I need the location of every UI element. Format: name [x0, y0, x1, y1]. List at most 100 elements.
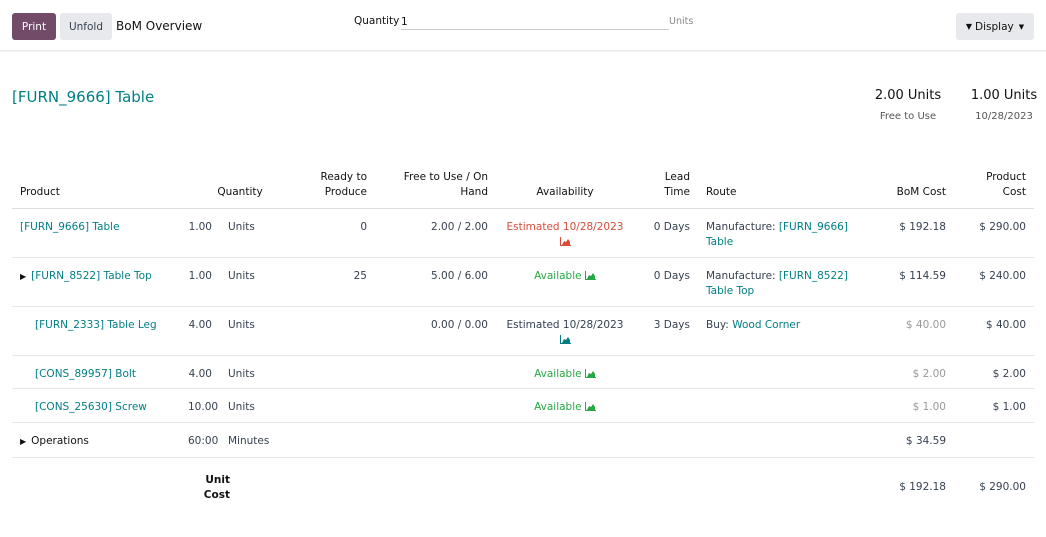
table-row: [FURN_9666] Table 1.00 Units 0 2.00 / 2.…: [12, 208, 1034, 258]
free-on-hand: [375, 355, 496, 389]
availability: Available: [496, 257, 634, 307]
lead-time: 0 Days: [634, 257, 698, 307]
availability-text: Available: [534, 400, 582, 413]
availability-text: Estimated 10/28/2023: [506, 318, 624, 331]
forecast-chart-icon[interactable]: [559, 335, 571, 344]
route-link[interactable]: [FURN_8522] Table Top: [706, 269, 848, 297]
product-link[interactable]: [CONS_25630] Screw: [35, 400, 147, 413]
table-row: [CONS_89957] Bolt 4.00 Units Available $…: [12, 355, 1034, 389]
quantity-input[interactable]: [401, 14, 669, 30]
display-button[interactable]: ▼ Display ▼: [956, 13, 1034, 40]
ready: [300, 388, 375, 423]
availability: Estimated 10/28/2023: [496, 306, 634, 356]
availability-text: Available: [534, 367, 582, 380]
col-route: Route: [698, 160, 880, 209]
availability: Estimated 10/28/2023: [496, 208, 634, 258]
availability: Available: [496, 388, 634, 423]
lead-time: [634, 388, 698, 423]
unfold-button[interactable]: Unfold: [60, 13, 112, 40]
uom: Units: [220, 388, 300, 423]
product-cost: $ 2.00: [954, 355, 1034, 389]
col-product-cost: Product Cost: [954, 160, 1034, 209]
expand-caret-icon[interactable]: ▶: [20, 271, 27, 281]
route-prefix: Manufacture:: [706, 269, 776, 282]
product-cost: $ 240.00: [954, 257, 1034, 307]
bom-table: Product Quantity Ready to Produce Free t…: [12, 160, 1034, 507]
stat-value: 1.00 Units: [970, 88, 1038, 103]
route: Buy: Wood Corner: [698, 306, 880, 356]
qty: 1.00: [180, 208, 220, 258]
ready: [300, 306, 375, 356]
route-link[interactable]: [FURN_9666] Table: [706, 220, 848, 248]
print-button[interactable]: Print: [12, 13, 56, 40]
lead-time: 0 Days: [634, 208, 698, 258]
stat-label: Free to Use: [879, 111, 937, 122]
free-on-hand: [375, 388, 496, 423]
col-product: Product: [12, 160, 180, 209]
lead-time: [634, 355, 698, 389]
ready: [300, 355, 375, 389]
availability-text: Available: [534, 269, 582, 282]
free-on-hand: 0.00 / 0.00: [375, 306, 496, 356]
control-panel: Print Unfold BoM Overview Quantity Units…: [0, 0, 1046, 52]
bom-cost: $ 40.00: [880, 306, 954, 356]
footer-row: Unit Cost $ 192.18 $ 290.00: [12, 457, 1034, 507]
display-label: Display: [975, 20, 1014, 33]
product-link[interactable]: [CONS_89957] Bolt: [35, 367, 136, 380]
product-link[interactable]: [FURN_9666] Table: [20, 220, 120, 233]
page-title: BoM Overview: [116, 19, 203, 33]
product-link[interactable]: [FURN_8522] Table Top: [31, 269, 152, 282]
forecast-chart-icon[interactable]: [559, 237, 571, 246]
lead-time: 3 Days: [634, 306, 698, 356]
ready: 25: [300, 257, 375, 307]
quantity-unit: Units: [669, 16, 694, 27]
table-row: [FURN_2333] Table Leg 4.00 Units 0.00 / …: [12, 306, 1034, 356]
unit-cost-label: Unit Cost: [203, 473, 230, 501]
qty: 1.00: [180, 257, 220, 307]
availability-text: Estimated 10/28/2023: [506, 220, 624, 233]
route-prefix: Manufacture:: [706, 220, 776, 233]
forecast-chart-icon[interactable]: [584, 369, 596, 378]
bom-cost: $ 192.18: [880, 208, 954, 258]
total-product-cost: $ 290.00: [979, 481, 1026, 494]
caret-down-icon: ▼: [1018, 22, 1025, 31]
route: Manufacture: [FURN_8522] Table Top: [698, 257, 880, 307]
table-row: [CONS_25630] Screw 10.00 Units Available…: [12, 388, 1034, 423]
free-on-hand: 2.00 / 2.00: [375, 208, 496, 258]
qty: 4.00: [180, 355, 220, 389]
operations-row[interactable]: ▶ Operations 60:00 Minutes $ 34.59: [12, 422, 1034, 458]
product-cost: $ 290.00: [954, 208, 1034, 258]
route-link[interactable]: Wood Corner: [732, 318, 801, 331]
qty: 4.00: [180, 306, 220, 356]
col-free: Free to Use / On Hand: [375, 160, 496, 209]
forecast-chart-icon[interactable]: [584, 402, 596, 411]
operations-qty: 60:00: [180, 422, 220, 458]
col-availability: Availability: [496, 160, 634, 209]
route: Manufacture: [FURN_9666] Table: [698, 208, 880, 258]
stat-label: 10/28/2023: [975, 111, 1033, 122]
expand-caret-icon[interactable]: ▶: [20, 436, 27, 446]
operations-label: Operations: [31, 434, 89, 447]
route-prefix: Buy:: [706, 318, 729, 331]
uom: Units: [220, 257, 300, 307]
route: [698, 388, 880, 423]
forecast-chart-icon[interactable]: [584, 271, 596, 280]
bom-cost: $ 114.59: [880, 257, 954, 307]
operations-bom-cost: $ 34.59: [880, 422, 954, 458]
product-title-link[interactable]: [FURN_9666] Table: [12, 88, 155, 106]
table-row: ▶ [FURN_8522] Table Top 1.00 Units 25 5.0…: [12, 257, 1034, 307]
availability: Available: [496, 355, 634, 389]
col-ready: Ready to Produce: [300, 160, 375, 209]
col-lead-time: Lead Time: [634, 160, 698, 209]
free-on-hand: 5.00 / 6.00: [375, 257, 496, 307]
stat-date: 1.00 Units 10/28/2023: [966, 88, 1042, 122]
qty: 10.00: [180, 388, 220, 423]
product-link[interactable]: [FURN_2333] Table Leg: [35, 318, 157, 331]
uom: Units: [220, 208, 300, 258]
bom-cost: $ 2.00: [880, 355, 954, 389]
product-cost: $ 1.00: [954, 388, 1034, 423]
uom: Units: [220, 306, 300, 356]
col-quantity: Quantity: [180, 160, 300, 209]
bom-cost: $ 1.00: [880, 388, 954, 423]
stat-value: 2.00 Units: [874, 88, 942, 103]
